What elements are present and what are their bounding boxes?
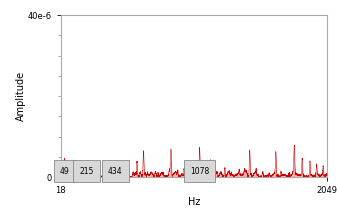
Text: 49: 49 [60,167,70,175]
X-axis label: Hz: Hz [188,197,200,206]
Text: 215: 215 [79,167,94,175]
Y-axis label: Amplitude: Amplitude [16,71,26,121]
Text: 434: 434 [108,167,123,175]
Text: 1078: 1078 [190,167,209,175]
